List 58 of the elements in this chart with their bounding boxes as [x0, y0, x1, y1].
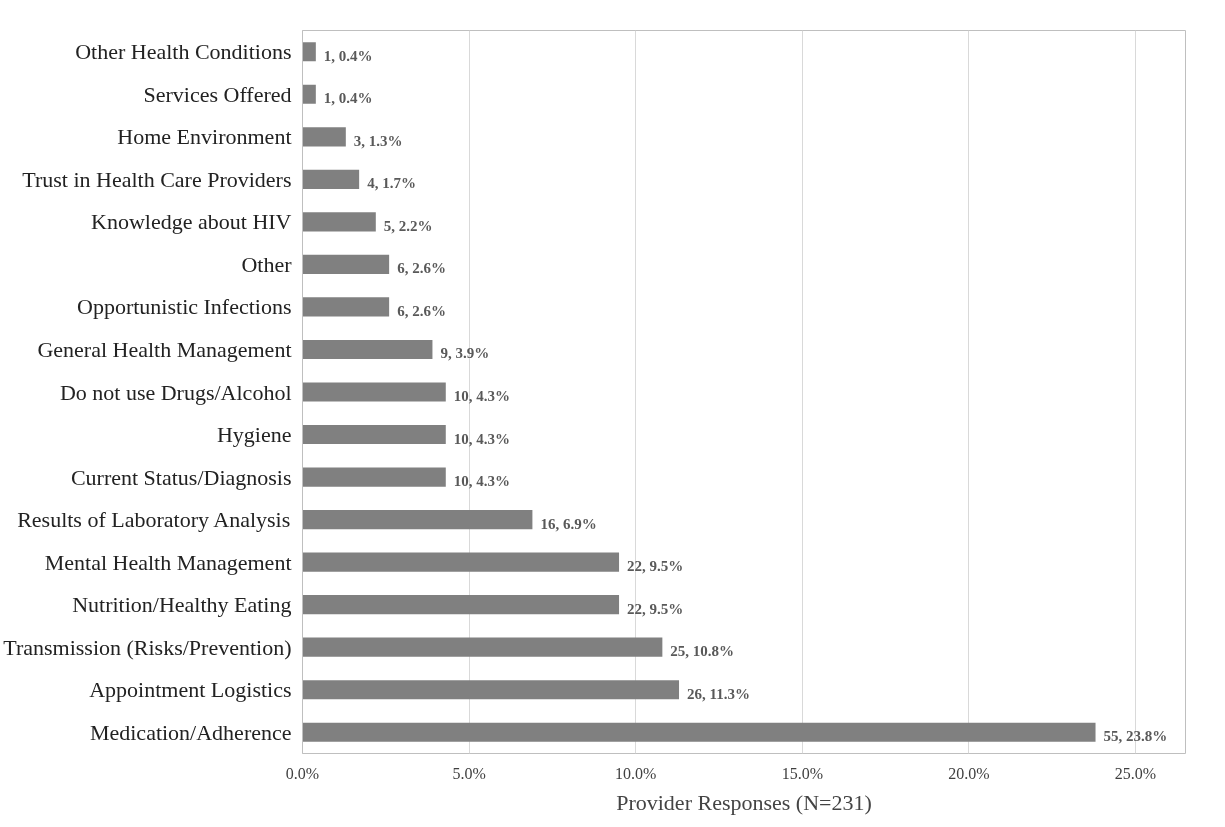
y-tick-label: Medication/Adherence — [89, 719, 292, 745]
y-tick-label: Home Environment — [117, 124, 292, 150]
bar — [302, 212, 376, 232]
data-label: 55, 23.8% — [1103, 728, 1168, 745]
bar — [302, 42, 316, 62]
x-tick-label: 20.0% — [948, 764, 990, 782]
data-label: 1, 0.4% — [323, 47, 373, 64]
bar — [302, 595, 620, 615]
y-tick-label: Other Health Conditions — [75, 39, 292, 65]
y-tick-label: Trust in Health Care Providers — [22, 166, 292, 192]
bar — [302, 339, 433, 360]
x-tick-label: 25.0% — [1114, 764, 1157, 782]
bar — [302, 424, 446, 445]
data-label: 5, 2.2% — [383, 217, 433, 234]
data-label: 22, 9.5% — [627, 600, 684, 617]
data-label: 3, 1.3% — [353, 132, 403, 149]
bar — [302, 169, 360, 189]
y-tick-label: Services Offered — [143, 81, 292, 107]
y-tick-label: Do not use Drugs/Alcohol — [59, 379, 292, 405]
bar — [302, 722, 1096, 742]
data-label: 10, 4.3% — [453, 388, 511, 404]
y-tick-label: Knowledge about HIV — [91, 209, 292, 235]
data-label: 6, 2.6% — [397, 260, 446, 277]
x-tick-label: 10.0% — [615, 764, 657, 782]
data-label: 10, 4.3% — [453, 473, 511, 490]
bar — [302, 637, 663, 657]
bar — [302, 552, 620, 572]
bar — [302, 127, 346, 147]
bar — [302, 467, 446, 487]
data-label: 9, 3.9% — [440, 345, 490, 362]
data-label: 6, 2.6% — [397, 302, 446, 319]
x-axis-title: Provider Responses (N=231) — [616, 789, 872, 815]
data-label: 25, 10.8% — [670, 643, 735, 660]
y-tick-label: Hygiene — [216, 422, 292, 448]
x-tick-label: 5.0% — [452, 764, 486, 782]
y-tick-label: Transmission (Risks/Prevention) — [3, 634, 292, 660]
data-label: 4, 1.7% — [367, 175, 416, 192]
data-label: 16, 6.9% — [540, 515, 597, 532]
y-tick-label: Opportunistic Infections — [77, 294, 292, 320]
bar — [302, 510, 533, 530]
bar — [302, 84, 316, 104]
bar — [302, 254, 390, 274]
y-tick-label: Current Status/Diagnosis — [70, 464, 292, 490]
y-tick-label: Other — [241, 251, 293, 277]
x-tick-label: 15.0% — [781, 764, 823, 782]
data-label: 26, 11.3% — [687, 685, 750, 702]
y-tick-label: Mental Health Management — [44, 549, 292, 575]
bar — [302, 680, 680, 700]
y-tick-label: Results of Laboratory Analysis — [17, 507, 291, 533]
bar — [302, 297, 390, 317]
data-label: 22, 9.5% — [627, 558, 684, 575]
y-tick-label: Nutrition/Healthy Eating — [72, 592, 292, 618]
data-label: 1, 0.4% — [323, 90, 373, 107]
y-tick-label: Appointment Logistics — [89, 677, 292, 703]
x-tick-label: 0.0% — [285, 764, 320, 782]
data-label: 10, 4.3% — [453, 430, 511, 447]
bar — [302, 382, 446, 402]
y-tick-label: General Health Management — [37, 336, 292, 362]
